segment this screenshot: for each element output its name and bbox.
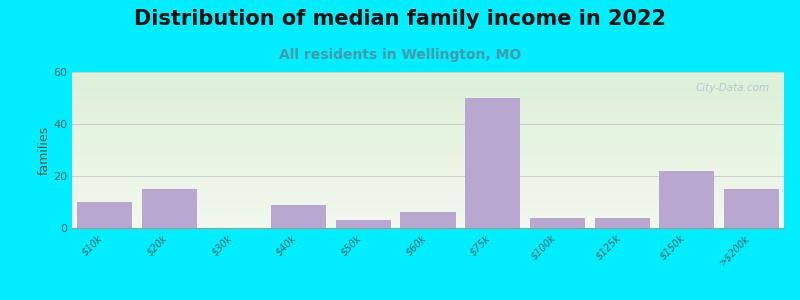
Text: City-Data.com: City-Data.com [696, 83, 770, 93]
Bar [594, 218, 650, 228]
Bar [142, 189, 197, 228]
Text: Distribution of median family income in 2022: Distribution of median family income in … [134, 9, 666, 29]
Text: All residents in Wellington, MO: All residents in Wellington, MO [279, 48, 521, 62]
Bar [401, 212, 455, 228]
Y-axis label: families: families [38, 125, 50, 175]
Bar [659, 171, 714, 228]
Bar [724, 189, 779, 228]
Bar [336, 220, 390, 228]
Bar [466, 98, 520, 228]
Bar [271, 205, 326, 228]
Bar [530, 218, 585, 228]
Bar [77, 202, 132, 228]
